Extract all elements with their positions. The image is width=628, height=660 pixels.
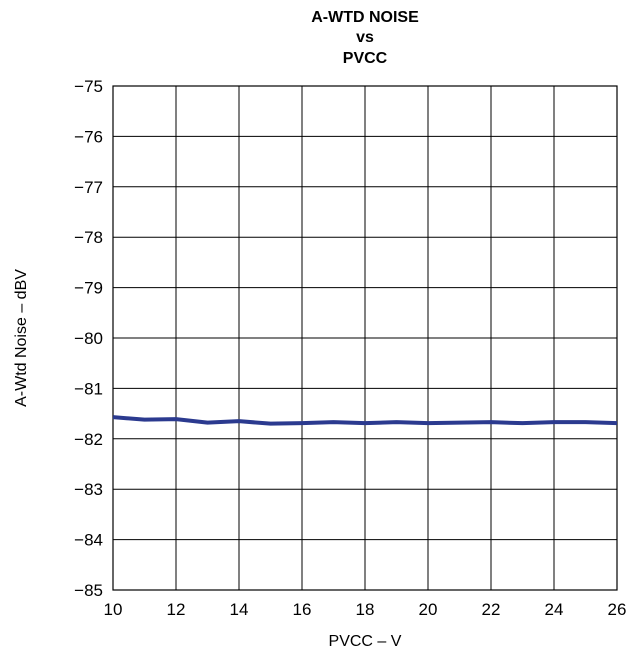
- x-tick-label: 14: [230, 600, 249, 619]
- chart-title-line-1: A-WTD NOISE: [311, 9, 419, 26]
- y-axis-label: A-Wtd Noise – dBV: [13, 269, 30, 407]
- y-tick-label: −82: [74, 430, 103, 449]
- y-tick-label: −84: [74, 531, 103, 550]
- chart-title-line-2: vs: [356, 29, 374, 46]
- y-tick-label: −81: [74, 379, 103, 398]
- x-tick-label: 20: [419, 600, 438, 619]
- chart-grid: [113, 86, 617, 590]
- noise-series-line: [112, 415, 618, 426]
- x-tick-label: 16: [293, 600, 312, 619]
- series-group: [112, 415, 618, 426]
- chart-title-line-3: PVCC: [343, 50, 388, 67]
- x-axis-ticks: 10 12 14 16 18 20 22 24 26: [104, 600, 627, 619]
- y-tick-label: −83: [74, 480, 103, 499]
- y-tick-label: −85: [74, 581, 103, 600]
- x-tick-label: 22: [482, 600, 501, 619]
- y-tick-label: −76: [74, 127, 103, 146]
- x-tick-label: 18: [356, 600, 375, 619]
- y-tick-label: −75: [74, 77, 103, 96]
- x-tick-label: 26: [608, 600, 627, 619]
- chart-title: A-WTD NOISE vs PVCC: [311, 9, 419, 67]
- y-tick-label: −80: [74, 329, 103, 348]
- y-tick-label: −78: [74, 228, 103, 247]
- x-tick-label: 10: [104, 600, 123, 619]
- y-tick-label: −77: [74, 178, 103, 197]
- x-tick-label: 24: [545, 600, 564, 619]
- plot-frame: [112, 85, 618, 591]
- x-axis-label: PVCC – V: [329, 633, 402, 650]
- y-axis-ticks: −75 −76 −77 −78 −79 −80 −81 −82 −83 −84 −85: [74, 77, 103, 600]
- y-tick-label: −79: [74, 279, 103, 298]
- x-tick-label: 12: [167, 600, 186, 619]
